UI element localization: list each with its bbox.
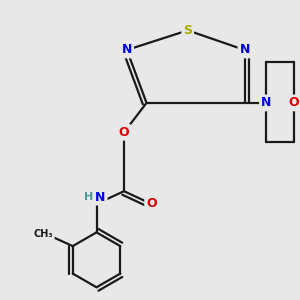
Text: O: O: [119, 126, 129, 139]
Text: O: O: [146, 197, 157, 210]
Text: S: S: [183, 24, 192, 37]
Text: N: N: [239, 44, 250, 56]
Text: CH₃: CH₃: [34, 229, 53, 239]
Text: H: H: [84, 192, 93, 202]
Text: N: N: [95, 190, 106, 204]
Text: N: N: [122, 44, 132, 56]
Text: O: O: [288, 96, 299, 110]
Text: N: N: [261, 96, 272, 110]
